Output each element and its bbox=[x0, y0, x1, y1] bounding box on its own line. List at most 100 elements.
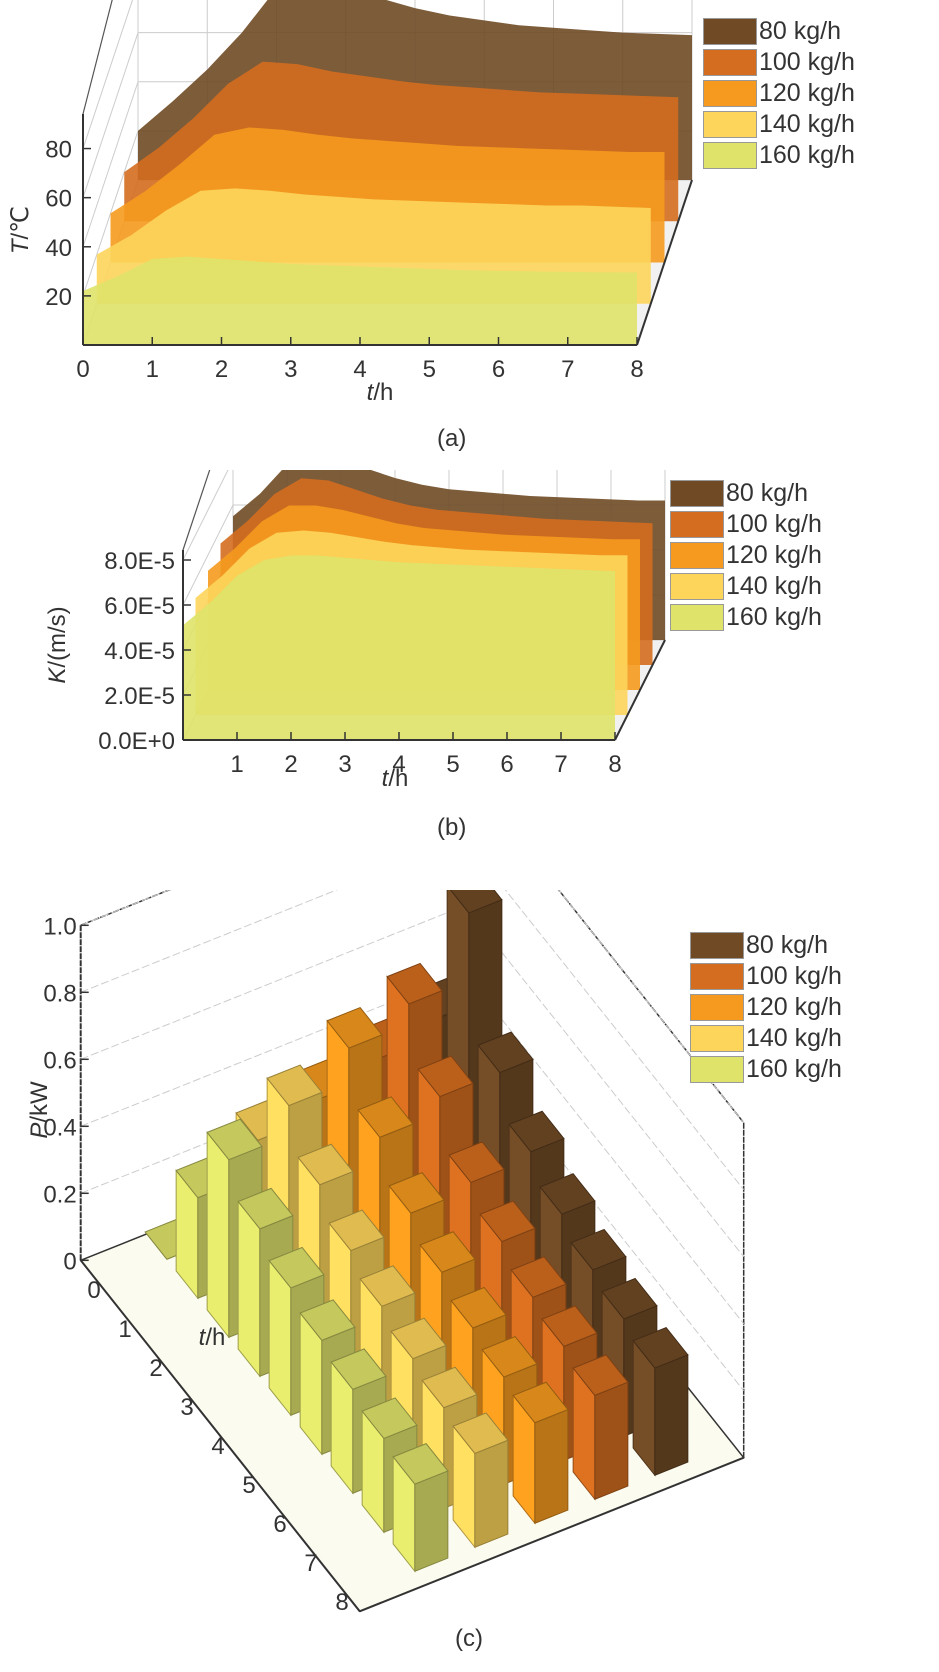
bar-face-top bbox=[357, 1096, 414, 1138]
bar-face-top bbox=[450, 1286, 507, 1329]
box-edge bbox=[80, 771, 465, 926]
bar-face-top bbox=[419, 1231, 476, 1273]
legend-label: 160 kg/h bbox=[759, 141, 855, 169]
grid-line-side bbox=[182, 504, 234, 606]
chart-a-canvas: 0 1 2 3 4 5 6 7 8 20 40 60 80 t/h T/℃ bbox=[7, 0, 693, 406]
x-tick-label: 1 bbox=[230, 751, 243, 778]
bar-face-top bbox=[570, 1228, 627, 1271]
x-tick-label: 7 bbox=[304, 1550, 317, 1577]
x-tick-label: 2 bbox=[215, 356, 228, 383]
legend-swatch bbox=[690, 994, 744, 1021]
legend-item: 120 kg/h bbox=[690, 992, 842, 1023]
legend-swatch bbox=[703, 80, 757, 107]
legend-label: 160 kg/h bbox=[726, 603, 822, 631]
legend-item: 100 kg/h bbox=[690, 961, 842, 992]
legend-item: 80 kg/h bbox=[703, 16, 855, 47]
x-tick-label: 1 bbox=[118, 1316, 131, 1343]
bar-face-top bbox=[328, 1209, 385, 1252]
legend-label: 120 kg/h bbox=[726, 541, 822, 569]
x-tick-label: 6 bbox=[492, 356, 505, 383]
legend-swatch bbox=[670, 604, 724, 631]
grid-line-side bbox=[82, 32, 139, 198]
legend-item: 120 kg/h bbox=[670, 540, 822, 571]
legend-item: 140 kg/h bbox=[703, 109, 855, 140]
legend-item: 120 kg/h bbox=[703, 78, 855, 109]
bar-face-top bbox=[390, 1317, 447, 1360]
bar-face-top bbox=[361, 1397, 418, 1440]
legend-label: 160 kg/h bbox=[746, 1055, 842, 1083]
y-axis-label: P/kW bbox=[26, 1081, 53, 1139]
legend-swatch bbox=[703, 49, 757, 76]
x-tick-label: 0 bbox=[76, 356, 89, 383]
legend-item: 140 kg/h bbox=[690, 1023, 842, 1054]
y-tick-label: 0.6 bbox=[43, 1047, 76, 1074]
bar-face-top bbox=[386, 962, 443, 1005]
box-edge bbox=[82, 0, 113, 115]
y-tick-label: 80 bbox=[45, 137, 72, 164]
x-tick-label: 3 bbox=[338, 751, 351, 778]
bar-face-top bbox=[508, 1110, 565, 1153]
legend-label: 140 kg/h bbox=[759, 110, 855, 138]
legend-item: 160 kg/h bbox=[690, 1054, 842, 1085]
legend-swatch bbox=[690, 1056, 744, 1083]
legend-label: 140 kg/h bbox=[726, 572, 822, 600]
chart-b-canvas: 1 2 3 4 5 6 7 8 0.0E+0 2.0E-5 4.0E-5 6.0E-5 8.0E-5 t/… bbox=[44, 399, 666, 792]
bar-face-side bbox=[474, 1439, 509, 1548]
bar-face-top bbox=[539, 1173, 596, 1215]
grid-line-side bbox=[182, 459, 234, 561]
legend-swatch bbox=[690, 1025, 744, 1052]
legend-swatch bbox=[670, 480, 724, 507]
legend-swatch bbox=[690, 932, 744, 959]
y-tick-label: 0.2 bbox=[43, 1181, 76, 1208]
legend-swatch bbox=[690, 963, 744, 990]
legend-a: 80 kg/h 100 kg/h 120 kg/h 140 kg/h 160 k… bbox=[703, 16, 855, 171]
legend-swatch bbox=[703, 111, 757, 138]
x-tick-label: 8 bbox=[335, 1589, 348, 1616]
y-axis-label: T/℃ bbox=[7, 206, 34, 254]
x-tick-label: 2 bbox=[149, 1355, 162, 1382]
legend-item: 80 kg/h bbox=[670, 478, 822, 509]
bar-140kgh-t8 bbox=[452, 1412, 509, 1549]
legend-label: 120 kg/h bbox=[746, 993, 842, 1021]
depth-axis bbox=[636, 179, 693, 346]
bar-face-side bbox=[414, 1470, 449, 1572]
x-tick-label: 3 bbox=[284, 356, 297, 383]
grid-line-side bbox=[82, 81, 139, 247]
x-axis-label: t/h bbox=[367, 379, 394, 406]
legend-item: 100 kg/h bbox=[703, 47, 855, 78]
legend-label: 80 kg/h bbox=[759, 17, 842, 45]
legend-label: 120 kg/h bbox=[759, 79, 855, 107]
legend-swatch bbox=[703, 142, 757, 169]
y-tick-label: 0.0E+0 bbox=[98, 728, 175, 755]
legend-label: 140 kg/h bbox=[746, 1024, 842, 1052]
bar-face-top bbox=[417, 1055, 474, 1098]
bar-face-top bbox=[392, 1443, 449, 1485]
legend-label: 80 kg/h bbox=[746, 931, 829, 959]
depth-axis bbox=[359, 1456, 745, 1613]
x-tick-label: 3 bbox=[180, 1394, 193, 1421]
y-tick-label: 20 bbox=[45, 284, 72, 311]
bar-face-top bbox=[266, 1064, 323, 1107]
legend-swatch bbox=[670, 573, 724, 600]
bar-face-top bbox=[477, 1031, 534, 1074]
bar-face-top bbox=[330, 1348, 387, 1391]
legend-item: 160 kg/h bbox=[670, 602, 822, 633]
y-tick-label: 0 bbox=[63, 1248, 76, 1275]
y-tick-label: 6.0E-5 bbox=[104, 593, 175, 620]
grid-line-side bbox=[82, 0, 134, 149]
y-tick-label: 2.0E-5 bbox=[104, 683, 175, 710]
legend-label: 100 kg/h bbox=[759, 48, 855, 76]
legend-item: 100 kg/h bbox=[670, 509, 822, 540]
bar-face-top bbox=[479, 1200, 536, 1243]
y-tick-label: 1.0 bbox=[43, 913, 76, 940]
x-tick-label: 8 bbox=[608, 751, 621, 778]
bar-face-top bbox=[512, 1381, 569, 1424]
bar-face-front bbox=[237, 1200, 261, 1378]
bar-face-top bbox=[359, 1265, 416, 1307]
x-tick-label: 4 bbox=[353, 356, 366, 383]
bar-face-top bbox=[510, 1256, 567, 1298]
bar-face-top bbox=[452, 1412, 509, 1455]
panel-c: 0 0.2 0.4 0.6 0.8 1.0 P/kW 0 1 2 3 4 5 6 7 8 t/h 80 kg/h… bbox=[0, 771, 939, 1667]
bar-face-top bbox=[481, 1335, 538, 1378]
